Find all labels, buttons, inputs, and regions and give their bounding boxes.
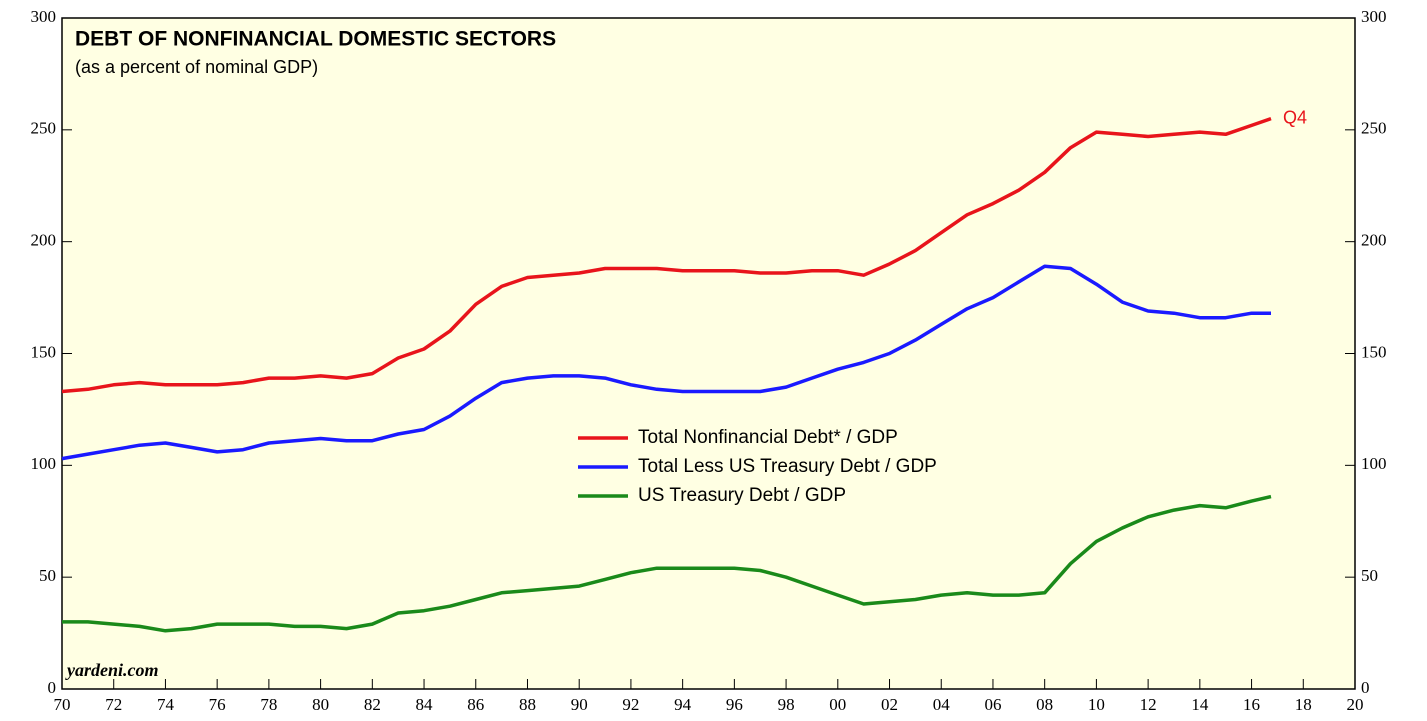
legend-label: Total Nonfinancial Debt* / GDP [638, 427, 898, 448]
x-tick-label: 20 [1347, 695, 1364, 714]
chart-subtitle: (as a percent of nominal GDP) [75, 57, 318, 77]
x-tick-label: 84 [416, 695, 434, 714]
series-line [61, 264, 1271, 461]
chart-title: DEBT OF NONFINANCIAL DOMESTIC SECTORS [75, 28, 556, 51]
legend-label: US Treasury Debt / GDP [638, 485, 846, 506]
y-tick-label: 150 [31, 342, 57, 361]
x-tick-label: 78 [260, 695, 277, 714]
plot-area [61, 17, 1356, 690]
x-tick-label: 06 [984, 695, 1001, 714]
legend-label: Total Less US Treasury Debt / GDP [638, 456, 937, 477]
y-tick-label: 0 [48, 678, 57, 697]
y-tick-label: 200 [31, 231, 57, 250]
x-tick-label: 92 [622, 695, 639, 714]
y2-tick-label: 100 [1361, 454, 1387, 473]
x-tick-label: 90 [571, 695, 588, 714]
x-tick-label: 88 [519, 695, 536, 714]
y-tick-label: 300 [31, 7, 57, 26]
x-tick-label: 12 [1140, 695, 1157, 714]
x-tick-label: 10 [1088, 695, 1105, 714]
y-tick-label: 50 [39, 566, 56, 585]
y2-tick-label: 50 [1361, 566, 1378, 585]
x-tick-label: 98 [778, 695, 795, 714]
x-tick-label: 96 [726, 695, 743, 714]
x-tick-label: 02 [881, 695, 898, 714]
x-tick-label: 16 [1243, 695, 1260, 714]
y2-tick-label: 0 [1361, 678, 1370, 697]
x-tick-label: 08 [1036, 695, 1053, 714]
y2-tick-label: 150 [1361, 342, 1387, 361]
y-tick-label: 250 [31, 119, 57, 138]
source: yardeni.com [65, 660, 159, 680]
x-tick-label: 18 [1295, 695, 1312, 714]
series-line [62, 494, 1272, 633]
y-tick-label: 100 [31, 454, 57, 473]
x-tick-label: 00 [829, 695, 846, 714]
x-tick-label: 04 [933, 695, 951, 714]
x-tick-label: 82 [364, 695, 381, 714]
x-tick-label: 86 [467, 695, 484, 714]
x-tick-label: 80 [312, 695, 329, 714]
y2-tick-label: 200 [1361, 231, 1387, 250]
annotation: Q4 [1283, 107, 1307, 127]
x-tick-label: 76 [209, 695, 226, 714]
x-tick-label: 74 [157, 695, 175, 714]
x-tick-label: 70 [54, 695, 71, 714]
y2-tick-label: 250 [1361, 119, 1387, 138]
x-tick-label: 94 [674, 695, 692, 714]
x-tick-label: 14 [1191, 695, 1209, 714]
y2-tick-label: 300 [1361, 7, 1387, 26]
x-tick-label: 72 [105, 695, 122, 714]
series-line [61, 116, 1272, 394]
